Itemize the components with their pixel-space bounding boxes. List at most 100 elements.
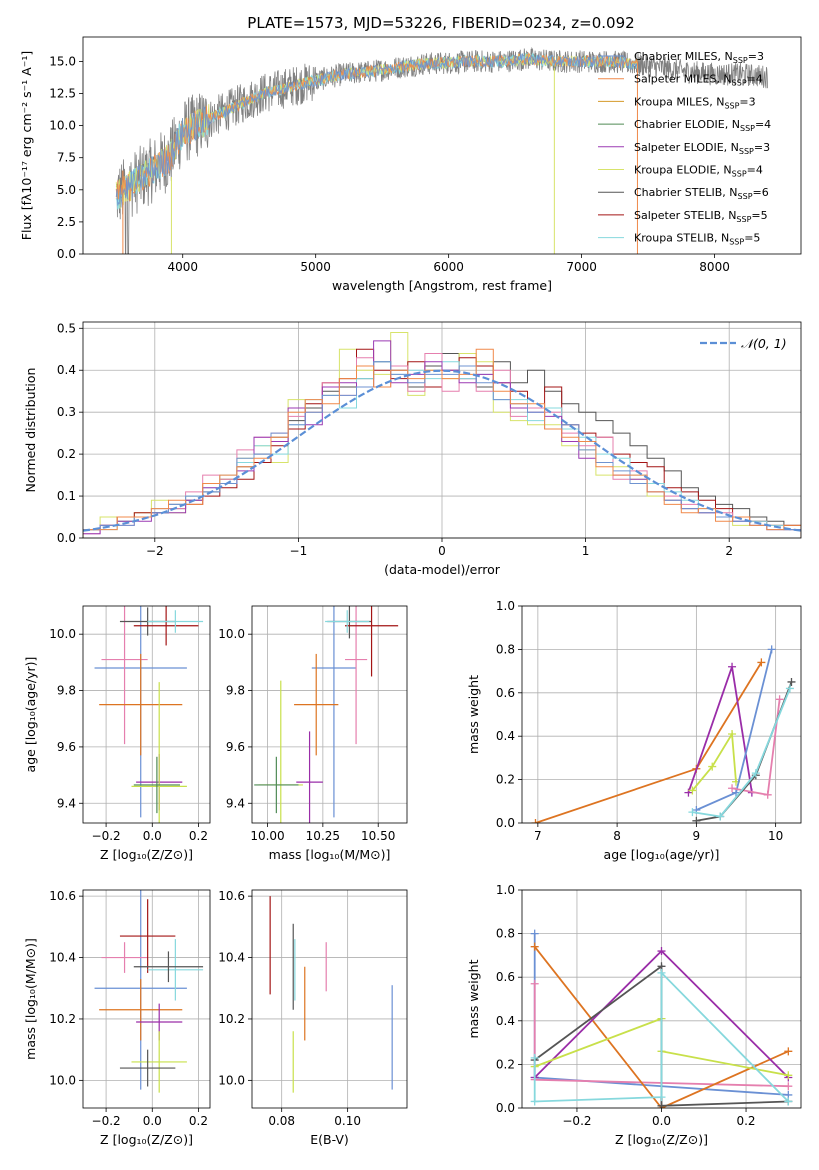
axes: −2 −1 0 1 2 0.0 0.1 0.2 0.3 0.4 0.5 (data-model)/er… bbox=[23, 321, 802, 577]
weight-marker-kroupa_stelib bbox=[657, 1093, 666, 1102]
weight-marker-kroupa_stelib bbox=[785, 684, 794, 693]
legend-label-main: Kroupa STELIB, N bbox=[634, 232, 729, 245]
weight-marker-purple bbox=[728, 662, 737, 671]
model-spectrum-kroupa_elodie-line bbox=[115, 53, 638, 209]
y-tick-label: 9.4 bbox=[226, 796, 245, 810]
x-tick-label: 0.0 bbox=[143, 1114, 162, 1128]
legend-label: Kroupa MILES, NSSP=3 bbox=[634, 95, 756, 110]
axes: 10.00 10.25 10.50 9.4 9.6 9.8 10.0 mass [log₁₀(… bbox=[218, 605, 408, 862]
legend-label: Kroupa ELODIE, NSSP=4 bbox=[634, 164, 763, 179]
weight-marker-pink bbox=[763, 790, 772, 799]
weight-series-orange-line bbox=[533, 946, 789, 1108]
weight-marker-orange bbox=[531, 819, 540, 823]
y-axis-label: age [log₁₀(age/yr)] bbox=[23, 657, 38, 773]
model-spectrum-chabrier_miles-line bbox=[115, 52, 638, 208]
normal-curve-line bbox=[83, 369, 801, 532]
residual-histogram: −2 −1 0 1 2 0.0 0.1 0.2 0.3 0.4 0.5 (data-model)/er… bbox=[23, 321, 802, 577]
y-tick-label: 10.0 bbox=[218, 627, 245, 641]
x-tick-label: −0.2 bbox=[92, 829, 121, 843]
ebv-mass-errorbar-plot: 0.08 0.10 10.0 10.2 10.4 10.6 E(B-V) bbox=[218, 889, 408, 1147]
y-tick-label: 7.5 bbox=[57, 151, 76, 165]
x-tick-label: 5000 bbox=[300, 260, 331, 274]
y-tick-label: 1.0 bbox=[496, 883, 515, 897]
x-tick-label: 10.50 bbox=[361, 829, 395, 843]
y-tick-label: 12.5 bbox=[49, 86, 76, 100]
x-tick-label: 0.10 bbox=[334, 1114, 361, 1128]
x-tick-label: 0.0 bbox=[652, 1114, 671, 1128]
y-tick-label: 0.0 bbox=[57, 247, 76, 261]
legend-label-suffix: =3 bbox=[748, 50, 764, 63]
x-tick-label: 10.25 bbox=[306, 829, 340, 843]
legend-label-main: Kroupa ELODIE, N bbox=[634, 164, 732, 177]
x-tick-label: 0.0 bbox=[143, 829, 162, 843]
axes: −0.2 0.0 0.2 0.0 0.2 0.4 0.6 0.8 1.0 Z [log₁₀(Z/Z… bbox=[466, 883, 802, 1147]
x-tick-label: 7 bbox=[534, 829, 542, 843]
y-axis-label: Normed distribution bbox=[23, 368, 38, 493]
weight-marker-pink bbox=[775, 695, 784, 704]
legend-label-main: Chabrier STELIB, N bbox=[634, 186, 738, 199]
histogram-salpeter_miles-step bbox=[83, 348, 801, 538]
weight-marker-blue bbox=[767, 645, 776, 654]
y-tick-label: 9.6 bbox=[226, 740, 245, 754]
y-tick-label: 0.6 bbox=[496, 686, 515, 700]
weight-marker-chabrier_stelib bbox=[657, 1101, 666, 1108]
weight-marker-kroupa_stelib bbox=[530, 1097, 539, 1106]
x-tick-label: −1 bbox=[290, 544, 308, 558]
legend-label-sub: SSP bbox=[724, 101, 739, 110]
y-axis-label: mass [log₁₀(M/M⊙)] bbox=[23, 938, 38, 1060]
x-axis-label: Z [log₁₀(Z/Z⊙)] bbox=[615, 1132, 708, 1147]
weight-marker-kroupa_stelib bbox=[716, 812, 725, 821]
y-tick-label: 10.6 bbox=[49, 889, 76, 903]
x-tick-label: 6000 bbox=[433, 260, 464, 274]
y-axis-label: mass weight bbox=[466, 959, 481, 1038]
x-tick-label: 1 bbox=[582, 544, 590, 558]
x-tick-label: 9 bbox=[693, 829, 701, 843]
legend-label-normal: 𝒩(0, 1) bbox=[741, 336, 787, 351]
y-tick-label: 0.2 bbox=[496, 773, 515, 787]
legend-label: Kroupa STELIB, NSSP=5 bbox=[634, 232, 760, 247]
legend-label-suffix: =4 bbox=[755, 118, 771, 131]
y-tick-label: 10.0 bbox=[49, 627, 76, 641]
weight-marker-chabrier_stelib bbox=[787, 677, 796, 686]
y-tick-label: 10.2 bbox=[49, 1012, 76, 1026]
weight-marker-kroupa_stelib bbox=[751, 769, 760, 778]
y-tick-label: 0.8 bbox=[496, 642, 515, 656]
weight-marker-lime bbox=[784, 1071, 793, 1080]
legend-label-sub: SSP bbox=[738, 192, 753, 201]
y-tick-label: 10.0 bbox=[49, 119, 76, 133]
x-axis-label: Z [log₁₀(Z/Z⊙)] bbox=[100, 1132, 193, 1147]
weight-marker-orange bbox=[757, 658, 766, 667]
axes: 0.08 0.10 10.0 10.2 10.4 10.6 E(B-V) bbox=[218, 889, 408, 1147]
weight-marker-kroupa_stelib bbox=[688, 808, 697, 817]
age-massweight-plot: 7 8 9 10 0.0 0.2 0.4 0.6 0.8 1.0 age [log₁₀(age/yr… bbox=[466, 599, 802, 862]
z-age-errorbar-plot: −0.2 0.0 0.2 9.4 9.6 9.8 10.0 Z [log₁₀(Z/Z⊙)] ag… bbox=[23, 605, 211, 862]
axes-frame bbox=[521, 605, 802, 824]
y-tick-label: 0.6 bbox=[496, 970, 515, 984]
weight-marker-blue bbox=[530, 929, 539, 938]
y-tick-label: 0.3 bbox=[57, 405, 76, 419]
y-axis-label: Flux [fλ10⁻¹⁷ erg cm⁻² s⁻¹ A⁻¹] bbox=[19, 51, 34, 240]
axes: 7 8 9 10 0.0 0.2 0.4 0.6 0.8 1.0 age [log₁₀(age/yr… bbox=[466, 599, 802, 862]
x-tick-label: −0.2 bbox=[562, 1114, 591, 1128]
z-massweight-plot: −0.2 0.0 0.2 0.0 0.2 0.4 0.6 0.8 1.0 Z [log₁₀(Z/Z… bbox=[466, 883, 802, 1147]
y-tick-label: 1.0 bbox=[496, 599, 515, 613]
legend-label: Salpeter ELODIE, NSSP=3 bbox=[634, 141, 770, 156]
legend-label-main: Kroupa MILES, N bbox=[634, 95, 724, 108]
legend-label-suffix: =4 bbox=[747, 73, 763, 86]
x-tick-label: 8000 bbox=[699, 260, 730, 274]
plot-area bbox=[269, 896, 393, 1093]
weight-marker-lime bbox=[688, 786, 697, 795]
plot-area bbox=[94, 606, 204, 823]
weight-marker-pink bbox=[530, 979, 539, 988]
y-tick-label: 9.8 bbox=[57, 684, 76, 698]
y-tick-label: 0.2 bbox=[496, 1057, 515, 1071]
y-tick-label: 0.4 bbox=[57, 363, 76, 377]
x-tick-label: 4000 bbox=[167, 260, 198, 274]
y-tick-label: 9.4 bbox=[57, 796, 76, 810]
x-tick-label: 7000 bbox=[566, 260, 597, 274]
axes-frame bbox=[82, 605, 211, 824]
plot-area bbox=[83, 332, 801, 538]
gridlines bbox=[252, 890, 407, 1108]
y-tick-label: 9.6 bbox=[57, 740, 76, 754]
